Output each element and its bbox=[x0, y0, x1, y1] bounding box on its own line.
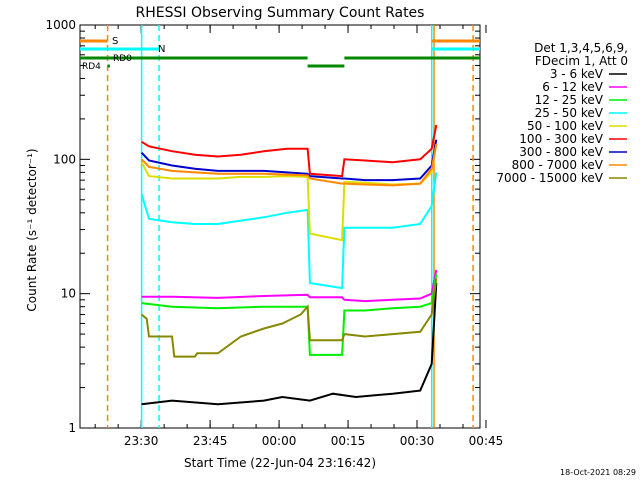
x-tick-label: 00:15 bbox=[331, 434, 366, 448]
state-bar-label-n: N bbox=[158, 44, 165, 55]
y-tick-label: 10 bbox=[61, 287, 76, 301]
series-line-3 bbox=[140, 172, 438, 290]
x-axis-label: Start Time (22-Jun-04 23:16:42) bbox=[184, 456, 376, 470]
legend-header-line-2: FDecim 1, Att 0 bbox=[535, 54, 628, 68]
y-tick-label: 1 bbox=[68, 421, 76, 435]
series-line-4 bbox=[140, 143, 438, 242]
legend-entry-label: 7000 - 15000 keV bbox=[496, 171, 603, 185]
series-line-5 bbox=[141, 124, 438, 178]
x-tick-label: 00:00 bbox=[262, 434, 297, 448]
legend-entry-label: 50 - 100 keV bbox=[527, 119, 604, 133]
legend: Det 1,3,4,5,6,9,FDecim 1, Att 03 - 6 keV… bbox=[496, 41, 628, 185]
chart-title: RHESSI Observing Summary Count Rates bbox=[136, 5, 425, 21]
x-tick-label: 23:30 bbox=[124, 434, 159, 448]
series-line-6 bbox=[140, 139, 438, 182]
series-line-0 bbox=[141, 282, 438, 406]
plot-frame bbox=[79, 24, 481, 429]
state-bar-label-s: S bbox=[112, 36, 118, 47]
state-bar-label-rd0: RD0 bbox=[113, 54, 132, 64]
legend-entry-label: 300 - 800 keV bbox=[519, 145, 603, 159]
state-bar-label-rd4: RD4 bbox=[82, 62, 101, 72]
series-line-1 bbox=[141, 269, 438, 303]
x-tick-label: 00:30 bbox=[400, 434, 435, 448]
legend-header-line-1: Det 1,3,4,5,6,9, bbox=[534, 41, 628, 55]
series-line-7 bbox=[140, 143, 438, 187]
footer-date: 18-Oct-2021 08:29 bbox=[560, 468, 636, 477]
y-tick-label: 1000 bbox=[45, 18, 76, 32]
legend-entry-label: 25 - 50 keV bbox=[535, 106, 604, 120]
plot-area: 1 10 100 1000 23:30 23:45 00:00 00:15 00:30 00:45… bbox=[45, 18, 503, 448]
legend-entry-label: 3 - 6 keV bbox=[550, 67, 604, 81]
y-tick-label: 100 bbox=[53, 152, 76, 166]
legend-entry-label: 100 - 300 keV bbox=[519, 132, 603, 146]
series-line-2 bbox=[141, 273, 438, 356]
legend-entry-label: 800 - 7000 keV bbox=[512, 158, 604, 172]
y-axis-label: Count Rate (s⁻¹ detector⁻¹) bbox=[25, 148, 39, 311]
series-line-8 bbox=[140, 278, 438, 358]
legend-entry-label: 12 - 25 keV bbox=[535, 93, 604, 107]
x-tick-label: 00:45 bbox=[469, 434, 504, 448]
x-tick-label: 23:45 bbox=[193, 434, 228, 448]
legend-entry-label: 6 - 12 keV bbox=[542, 80, 604, 94]
